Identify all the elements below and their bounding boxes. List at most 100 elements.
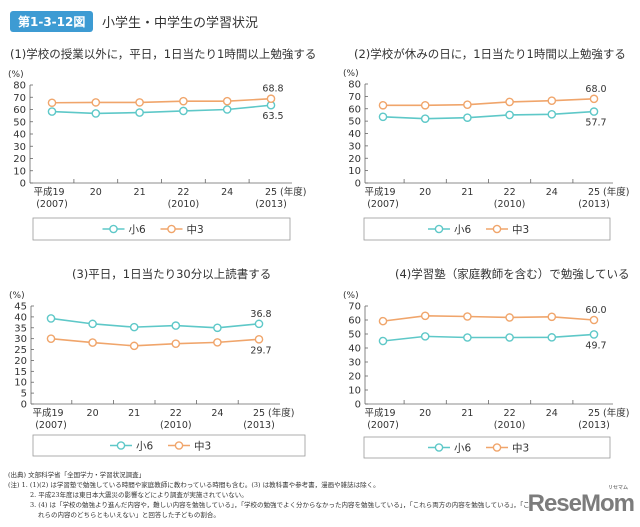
chart-2-y-label: (%) [343, 69, 359, 79]
chart-3-x-subtick-label: (2010) [160, 420, 192, 431]
chart-2-point [463, 100, 472, 109]
chart-2-point [589, 107, 599, 116]
chart-1-legend-label: 小6 [129, 224, 146, 236]
chart-3-y-label: (%) [9, 291, 25, 301]
chart-3-title: (3)平日，1日当たり30分以上読書する [72, 267, 272, 281]
chart-1-data-label: 63.5 [262, 111, 283, 122]
chart-4-x-tick-label: 22 [504, 408, 516, 419]
chart-3-point [129, 341, 139, 351]
chart-2-y-tick-label: 10 [348, 166, 361, 177]
chart-3-y-tick-label: 35 [14, 323, 27, 334]
chart-2-point [547, 110, 557, 119]
chart-2-title: (2)学校が休みの日に，1日当たり1時間以上勉強する [354, 47, 626, 61]
chart-1-y-tick-label: 40 [13, 130, 26, 141]
chart-2-point [378, 112, 388, 122]
chart-4-point [463, 312, 472, 321]
chart-3-point [129, 322, 139, 332]
chart-4-y-tick-label: 60 [348, 316, 361, 327]
chart-1-series-chu3-line [51, 97, 272, 104]
chart-3-x-subtick-label: (2007) [35, 420, 67, 431]
chart-4-legend-label: 中3 [512, 442, 529, 455]
chart-3-x-unit: (年度) [268, 407, 294, 419]
chart-2-y-tick-label: 50 [348, 117, 361, 128]
chart-3-point [171, 339, 181, 348]
chart-3-legend-marker [174, 441, 184, 450]
chart-2-point [378, 100, 388, 110]
chart-3-legend-marker [116, 441, 126, 450]
chart-1-x-tick-label: 20 [90, 187, 102, 198]
chart-1-y-tick-label: 80 [13, 81, 26, 92]
chart-1-y-tick-label: 70 [13, 93, 26, 104]
chart-1-x-unit: (年度) [280, 186, 306, 198]
chart-4-y-tick-label: 30 [348, 358, 361, 369]
chart-2-y-tick-label: 40 [348, 129, 361, 140]
chart-1-y-label: (%) [8, 70, 24, 80]
chart-1-point [47, 98, 57, 108]
chart-1-x-tick-label: 24 [221, 187, 233, 198]
chart-4-legend-marker [434, 443, 444, 452]
chart-3-y-tick-label: 25 [14, 345, 27, 356]
chart-3-point [46, 314, 56, 323]
chart-1-legend-label: 中3 [187, 223, 204, 236]
chart-2-data-label: 68.0 [585, 84, 606, 95]
chart-2-x-tick-label: 平成19 [364, 186, 395, 198]
chart-4-legend-marker [492, 443, 502, 452]
chart-3-y-tick-label: 40 [14, 312, 27, 323]
chart-1-point [47, 107, 57, 116]
chart-1-x-subtick-label: (2010) [168, 199, 200, 210]
chart-4-series-sho6-line [382, 333, 595, 342]
chart-1-y-tick-label: 50 [13, 117, 26, 128]
chart-1-y-tick-label: 30 [13, 142, 26, 153]
resemom-logo: リセマム ReseMom [528, 485, 635, 518]
chart-2-point [420, 100, 430, 110]
chart-1-title: (1)学校の授業以外に，平日，1日当たり1時間以上勉強する [10, 47, 317, 61]
chart-3-x-tick-label: 25 [253, 408, 265, 419]
chart-4-x-tick-label: 25 [588, 408, 600, 419]
chart-3-y-tick-label: 5 [21, 389, 27, 400]
chart-4-point [420, 332, 430, 341]
chart-4-point [420, 311, 430, 321]
chart-2-x-tick-label: 22 [504, 187, 516, 198]
chart-1-point [222, 96, 232, 106]
chart-3-y-tick-label: 15 [14, 367, 27, 378]
chart-1-y-tick-label: 0 [20, 179, 26, 190]
chart-4-point [378, 336, 388, 346]
chart-3-legend-label: 小6 [136, 441, 153, 453]
chart-2-y-tick-label: 30 [348, 141, 361, 152]
chart-4-data-label: 60.0 [585, 305, 606, 316]
chart-2-x-subtick-label: (2007) [367, 199, 399, 210]
logo-ruby: リセマム [607, 485, 628, 491]
chart-2-y-tick-label: 80 [348, 80, 361, 91]
chart-4-data-label: 49.7 [585, 340, 606, 351]
chart-2-point [505, 110, 514, 120]
chart-2-point [463, 113, 472, 122]
chart-1-legend-marker [167, 224, 176, 234]
chart-2-y-tick-label: 20 [348, 154, 361, 165]
chart-4-x-tick-label: 平成19 [364, 407, 395, 419]
chart-3-y-tick-label: 45 [14, 302, 27, 313]
chart-4-x-unit: (年度) [603, 407, 629, 419]
chart-1-x-tick-label: 21 [134, 187, 146, 198]
chart-3-point [213, 323, 222, 333]
chart-2-data-label: 57.7 [585, 118, 606, 129]
chart-1-y-tick-label: 60 [13, 105, 26, 116]
chart-2-series-chu3-line [383, 98, 595, 107]
chart-4-point [547, 333, 557, 342]
chart-2-point [589, 94, 599, 104]
chart-4-point [505, 333, 514, 342]
chart-3-x-tick-label: 24 [211, 408, 223, 419]
chart-4-point [547, 312, 557, 322]
note-3b: れらの内容のどちらともいえない」と回答した子どもの割合。 [38, 511, 220, 519]
chart-4-y-tick-label: 70 [348, 302, 361, 313]
chart-1-x-tick-label: 平成19 [33, 186, 64, 198]
chart-3-y-tick-label: 10 [14, 378, 27, 389]
chart-2-legend-label: 中3 [512, 223, 529, 236]
chart-4-y-tick-label: 50 [348, 330, 361, 341]
chart-2-point [505, 97, 514, 107]
chart-1-point [179, 96, 188, 106]
chart-2-x-tick-label: 21 [461, 187, 473, 198]
chart-4-x-subtick-label: (2010) [494, 420, 526, 431]
chart-3-x-tick-label: 21 [128, 408, 140, 419]
chart-4-point [589, 315, 599, 325]
chart-3-point [254, 319, 264, 329]
